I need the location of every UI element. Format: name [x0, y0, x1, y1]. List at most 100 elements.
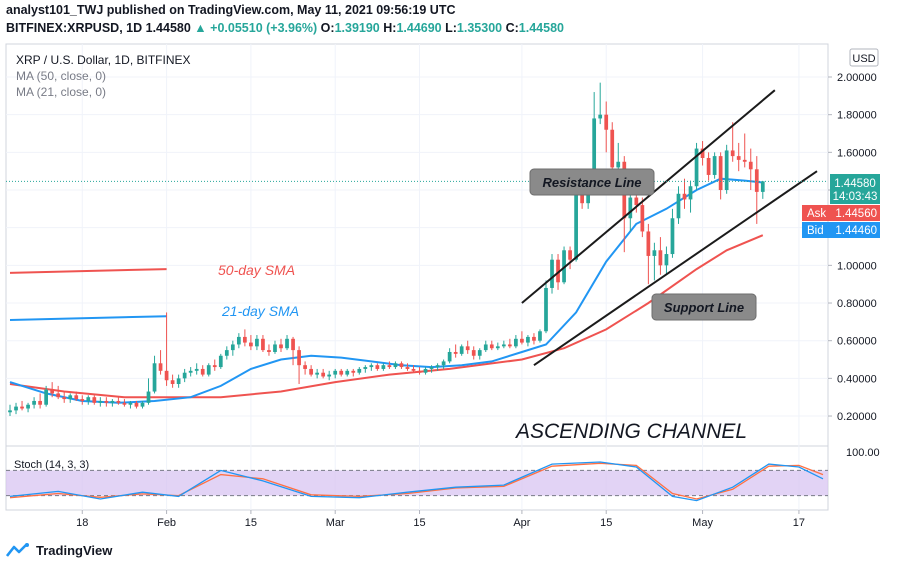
candle-body [465, 346, 470, 351]
candle-body [309, 368, 313, 375]
candle-body [128, 402, 133, 405]
y-tick-label: 2.00000 [837, 72, 877, 84]
candle-body [489, 344, 494, 349]
y-tick-label: 0.40000 [837, 373, 877, 385]
price-change: +0.05510 (+3.96%) [210, 21, 318, 35]
candle-body [122, 402, 127, 405]
ask-tag-box [802, 205, 880, 221]
x-tick-label: Apr [513, 517, 530, 529]
candle-body [200, 368, 205, 375]
up-triangle-icon: ▲ [194, 21, 207, 35]
candle-body [748, 161, 753, 170]
candle-body [363, 367, 368, 369]
open-label: O: [320, 21, 335, 35]
candle-body [417, 370, 422, 373]
ask-value: 1.44560 [835, 208, 877, 220]
candle-body [134, 402, 139, 407]
x-tick-label: 18 [76, 517, 88, 529]
candle-body [62, 397, 67, 400]
candle-body [453, 351, 458, 354]
candle-body [387, 365, 392, 368]
ma21-line [9, 177, 763, 404]
candle-body [730, 150, 735, 157]
support-label: Support Line [664, 300, 744, 315]
countdown-timer: 14:03:43 [833, 191, 878, 203]
candle-body [501, 344, 506, 347]
currency-button[interactable]: USD [849, 48, 879, 67]
candle-body [507, 344, 512, 347]
candle-body [92, 397, 97, 403]
candle-body [74, 395, 79, 400]
candle-body [140, 402, 145, 407]
candle-body [682, 193, 687, 200]
candle-body [742, 159, 747, 162]
tradingview-logo-icon [6, 543, 29, 557]
candle-body [188, 370, 193, 373]
candle-body [98, 400, 103, 403]
high-label: H: [383, 21, 397, 35]
candle-body [158, 363, 163, 371]
x-tick-label: 15 [600, 517, 612, 529]
candle-body [760, 181, 765, 192]
candle-body [459, 346, 464, 354]
candle-body [724, 150, 729, 191]
candle-body [345, 370, 350, 375]
stoch-lines [9, 461, 824, 502]
close-label: C: [505, 21, 519, 35]
open-value: 1.39190 [334, 21, 380, 35]
candle-body [297, 350, 301, 366]
candle-body [435, 365, 440, 368]
candle-body [429, 367, 434, 369]
candle-body [194, 368, 199, 371]
candle-body [550, 259, 554, 288]
candle-body [327, 374, 332, 377]
candle-body [315, 372, 319, 375]
ohlc-header: BITFINEX:XRPUSD, 1D 1.44580 ▲ +0.05510 (… [6, 21, 564, 35]
candle-body [610, 129, 615, 168]
low-label: L: [445, 21, 457, 35]
last-price-tag-value: 1.44580 [834, 178, 876, 190]
candle-body [640, 205, 645, 232]
candle-body [164, 370, 169, 381]
currency-button-label[interactable]: USD [852, 53, 875, 65]
candle-body [664, 254, 669, 266]
candle-body [56, 393, 61, 398]
candle-body [68, 395, 73, 400]
candle-body [381, 365, 386, 369]
candle-body [520, 338, 524, 343]
time-axis[interactable]: 18 Feb 15 Mar 15 Apr 15 May 17 [76, 510, 805, 529]
candle-body [471, 350, 476, 356]
channel-title: ASCENDING CHANNEL [514, 420, 747, 443]
y-tick-label: 1.80000 [837, 110, 877, 122]
candle-body [700, 148, 705, 158]
candle-body [351, 370, 356, 373]
candle-body [357, 368, 362, 373]
candle-body [230, 344, 235, 351]
currency-button-box[interactable] [849, 48, 879, 67]
candle-body [255, 338, 259, 347]
candle-body [688, 186, 693, 200]
ask-label: Ask [807, 208, 826, 220]
candle-body [628, 197, 633, 219]
candle-body [580, 193, 584, 204]
low-value: 1.35300 [456, 21, 503, 35]
chart-area[interactable]: XRP / U.S. Dollar, 1D, BITFINEX MA (50, … [0, 42, 900, 532]
price-chart[interactable]: XRP / U.S. Dollar, 1D, BITFINEX MA (50, … [0, 42, 900, 532]
footer: TradingView [6, 538, 112, 562]
footer-brand: TradingView [36, 542, 113, 558]
candle-body [483, 344, 488, 351]
resistance-label: Resistance Line [543, 175, 642, 190]
candle-body [32, 400, 36, 405]
candle-body [273, 344, 277, 352]
candle-body [477, 350, 482, 356]
x-tick-label: 15 [245, 517, 257, 529]
candle-body [568, 250, 572, 260]
sma21-annotation: 21-day SMA [221, 303, 299, 319]
candle-body [20, 406, 24, 409]
x-tick-label: 15 [413, 517, 425, 529]
candle-body [291, 338, 295, 351]
sma50-annotation: 50-day SMA [218, 262, 295, 278]
price-axis[interactable]: 2.000001.800001.600001.400001.200001.000… [828, 72, 877, 423]
candle-body [718, 156, 723, 191]
candle-body [447, 351, 452, 362]
